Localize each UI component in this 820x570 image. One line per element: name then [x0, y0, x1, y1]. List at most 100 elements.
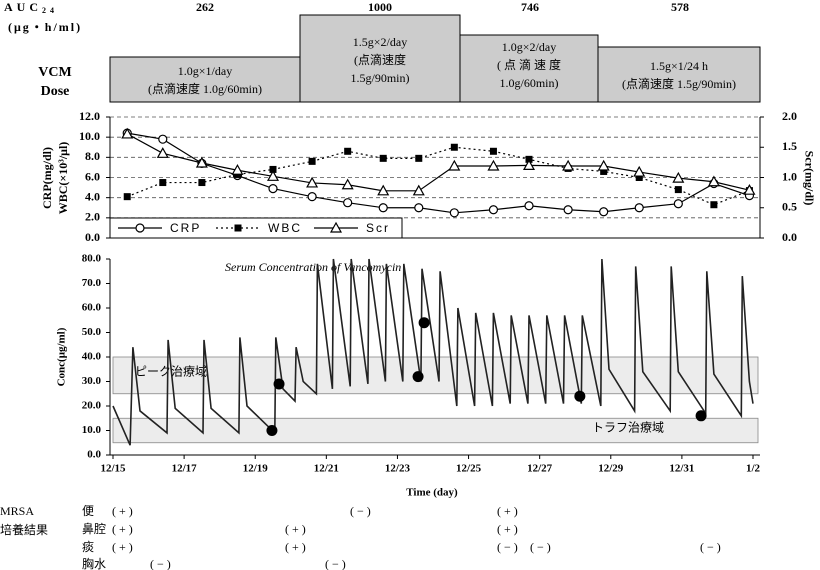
marker — [158, 134, 168, 144]
marker — [121, 127, 134, 139]
y-axis-label: Conc(μg/ml) — [56, 327, 68, 386]
y-tick-label: 10.0 — [82, 424, 102, 436]
dose-text: (点滴速度 — [354, 52, 406, 67]
marker — [266, 170, 280, 181]
culture-result: (−) — [350, 504, 374, 518]
x-tick-label: 12/27 — [527, 463, 553, 475]
marker — [743, 183, 756, 195]
y2-tick-label: 2.0 — [782, 109, 797, 123]
culture-result: (−) — [530, 540, 554, 554]
dose-text: (点滴速度 1.5g/90min) — [622, 76, 736, 91]
y-axis-label: WBC(×10³/μl) — [56, 142, 70, 215]
dose-text: (点滴速度 1.0g/60min) — [148, 81, 262, 96]
x-tick-label: 12/29 — [598, 463, 624, 475]
y-tick-label: 2.0 — [85, 210, 100, 224]
measured-level — [574, 390, 586, 402]
dose-text: 1.5g×2/day — [353, 35, 407, 49]
culture-label: MRSA — [0, 504, 34, 518]
culture-site: 便 — [82, 504, 94, 518]
auc-value: 1000 — [368, 0, 392, 14]
marker — [378, 203, 388, 213]
marker — [135, 223, 145, 233]
marker — [488, 205, 499, 215]
culture-site: 胸水 — [82, 556, 106, 570]
culture-result: (+) — [285, 522, 309, 536]
marker — [449, 208, 459, 218]
measured-level — [412, 371, 424, 383]
dose-text: 1.0g×1/day — [178, 64, 232, 78]
x-tick-label: 12/31 — [669, 463, 694, 475]
series-line — [127, 146, 750, 206]
y-tick-label: 80.0 — [82, 253, 102, 265]
culture-result: (−) — [150, 557, 174, 570]
dose-box — [597, 46, 761, 103]
marker — [269, 165, 277, 173]
marker — [195, 156, 208, 168]
chart-title: Serum Concentration of Vancomycin — [225, 260, 401, 274]
marker — [268, 183, 278, 194]
culture-site: 痰 — [82, 539, 94, 554]
x-tick-label: 12/25 — [456, 463, 482, 475]
dose-box — [459, 34, 599, 103]
marker — [524, 201, 534, 211]
auc-value: 262 — [196, 0, 214, 14]
y-tick-label: 60.0 — [82, 302, 102, 314]
legend-label: Scr — [366, 221, 390, 235]
marker — [156, 147, 169, 158]
y-tick-label: 20.0 — [82, 400, 102, 412]
marker — [450, 143, 458, 151]
dose-text: 1.0g×2/day — [502, 40, 556, 54]
y-tick-label: 0.0 — [87, 449, 101, 461]
y-tick-label: 40.0 — [82, 351, 102, 363]
y2-tick-label: 1.5 — [782, 139, 797, 153]
culture-result: (+) — [112, 540, 136, 554]
y-tick-label: 10.0 — [79, 129, 100, 143]
marker — [231, 164, 244, 175]
marker — [329, 221, 343, 233]
culture-result: (−) — [700, 540, 724, 554]
marker — [707, 175, 720, 187]
y2-tick-label: 0.5 — [782, 200, 797, 214]
marker — [306, 176, 319, 188]
marker — [600, 167, 608, 175]
culture-site: 鼻腔 — [82, 521, 106, 536]
dose-text: 1.5g×1/24 h — [650, 59, 708, 73]
x-tick-label: 12/23 — [385, 463, 411, 475]
series-line — [127, 132, 750, 214]
measured-level — [695, 410, 707, 422]
marker — [635, 174, 643, 181]
y-tick-label: 12.0 — [79, 109, 100, 123]
x-tick-label: 1/2 — [746, 463, 761, 475]
auc-value: 746 — [521, 0, 539, 14]
marker — [159, 179, 167, 187]
marker — [377, 184, 390, 196]
y2-tick-label: 0.0 — [782, 230, 797, 244]
y-tick-label: 50.0 — [82, 326, 102, 338]
y-tick-label: 30.0 — [82, 375, 102, 387]
marker — [123, 193, 131, 201]
marker — [344, 147, 352, 155]
marker — [710, 201, 718, 209]
auc-unit: (μg・h/ml) — [8, 20, 82, 34]
marker — [673, 199, 683, 209]
culture-result: (+) — [497, 522, 521, 536]
marker — [672, 171, 685, 183]
marker — [562, 159, 575, 171]
dose-text: 1.0g/60min) — [500, 76, 559, 90]
dose-label: Dose — [41, 84, 70, 99]
marker — [198, 179, 206, 187]
x-axis-label: Time (day) — [406, 487, 458, 499]
marker — [379, 154, 387, 162]
measured-level — [273, 378, 285, 390]
measured-level — [418, 317, 430, 329]
dose-label: VCM — [38, 65, 71, 80]
y2-tick-label: 1.0 — [782, 169, 797, 183]
y-tick-label: 0.0 — [85, 230, 100, 244]
marker — [341, 178, 354, 190]
marker — [415, 154, 423, 162]
marker — [343, 198, 353, 208]
culture-result: (+) — [497, 504, 521, 518]
band-label: トラフ治療域 — [592, 421, 664, 435]
y-tick-label: 8.0 — [85, 149, 100, 163]
